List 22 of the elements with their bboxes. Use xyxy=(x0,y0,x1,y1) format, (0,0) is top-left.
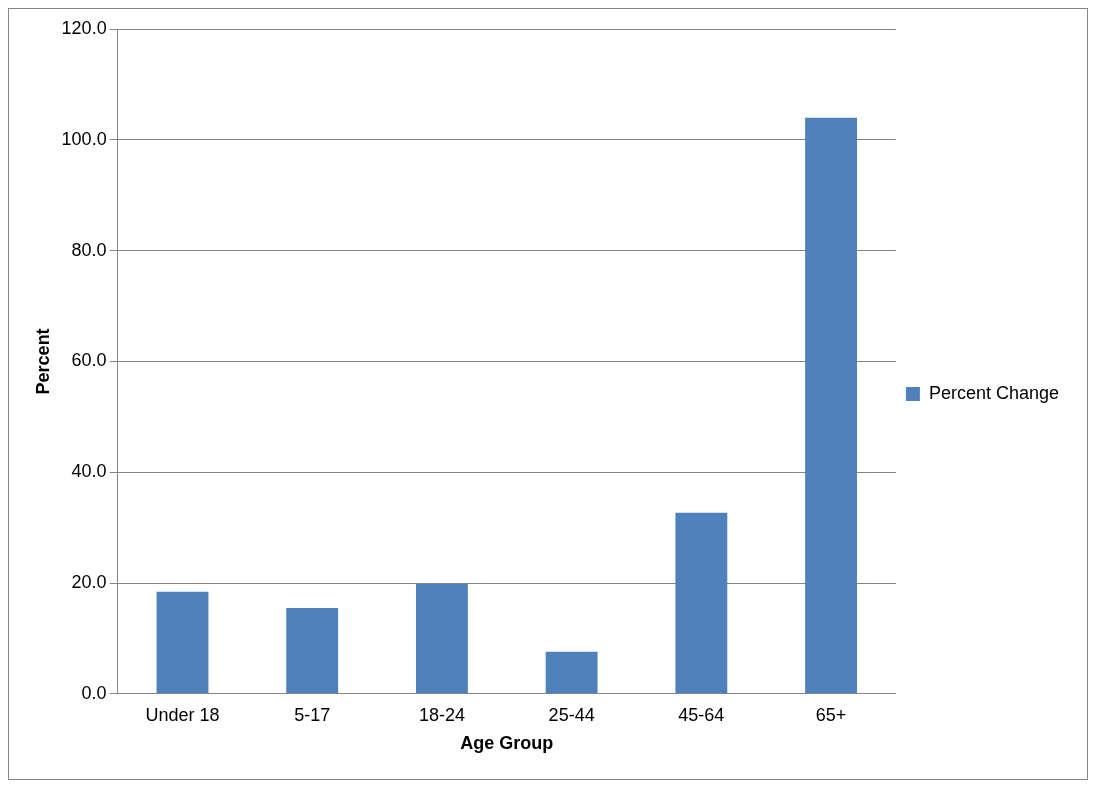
x-tick-label: 25-44 xyxy=(548,704,595,725)
y-tick-label: 100.0 xyxy=(61,128,107,149)
bar xyxy=(156,591,209,694)
legend-label: Percent Change xyxy=(928,382,1060,403)
x-tick-label: Under 18 xyxy=(145,704,220,725)
y-tick-label: 60.0 xyxy=(71,350,107,371)
y-axis-title: Percent xyxy=(32,328,53,395)
y-tick-label: 120.0 xyxy=(61,17,107,38)
bar xyxy=(545,651,598,694)
bar xyxy=(286,607,339,694)
x-tick-label: 65+ xyxy=(815,704,847,725)
bar xyxy=(415,584,468,694)
x-tick-label: 18-24 xyxy=(418,704,465,725)
x-axis-title: Age Group xyxy=(460,733,554,754)
y-tick-label: 80.0 xyxy=(71,239,107,260)
bar xyxy=(805,117,857,694)
y-tick-label: 0.0 xyxy=(81,682,107,703)
x-tick-label: 45-64 xyxy=(678,704,725,725)
x-tick-label: 5-17 xyxy=(294,704,331,725)
y-tick-label: 40.0 xyxy=(71,461,107,482)
bar xyxy=(675,512,728,694)
y-tick-label: 20.0 xyxy=(71,571,107,592)
